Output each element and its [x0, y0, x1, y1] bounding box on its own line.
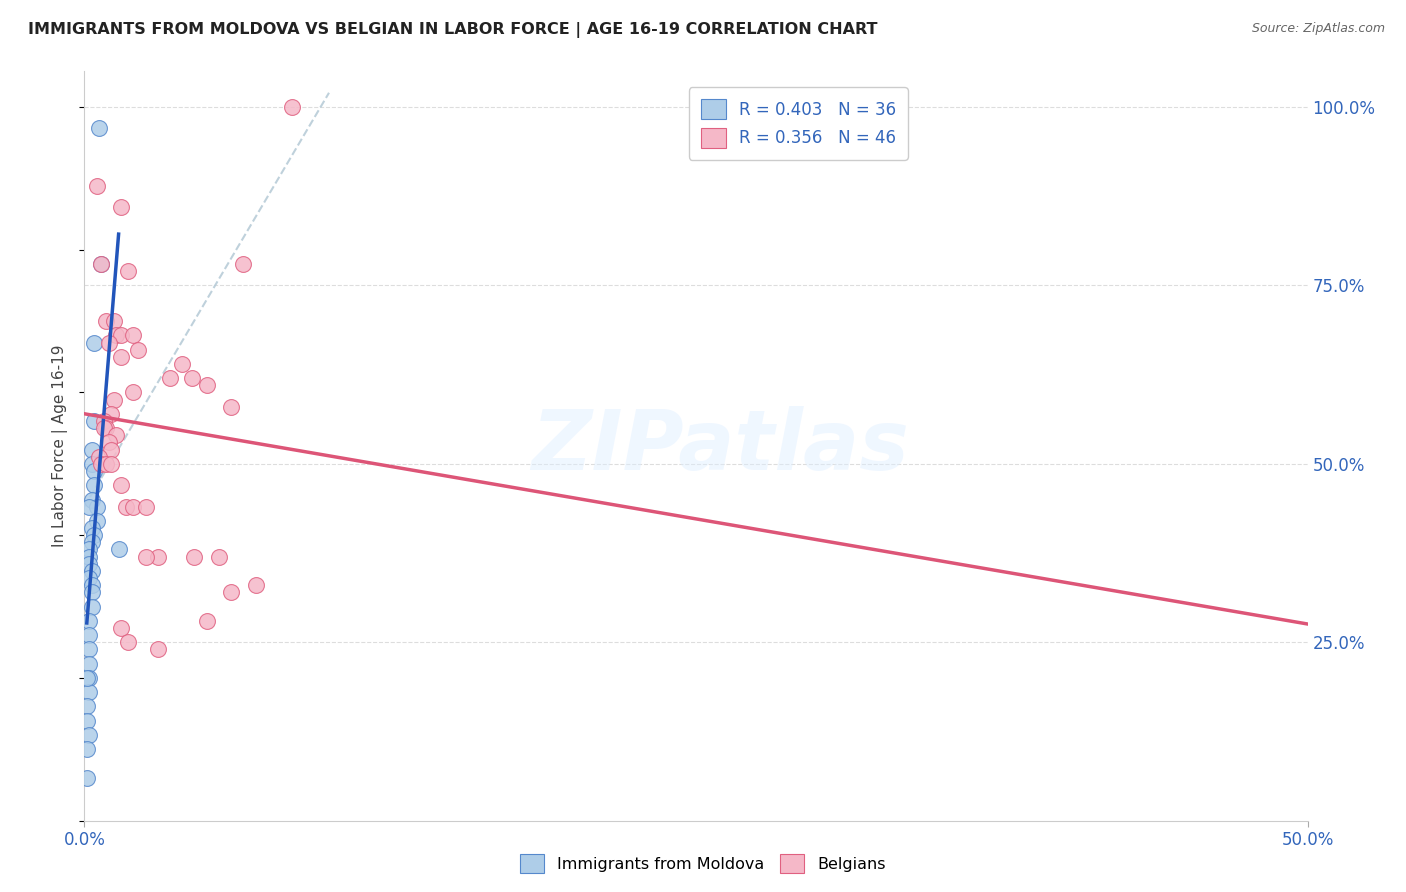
Point [281, 100, 304, 114]
Point [159, 371, 181, 385]
Point [245, 578, 267, 592]
Point [103, 392, 125, 407]
Point [107, 542, 129, 557]
Point [110, 200, 132, 214]
Point [96, 421, 118, 435]
Point [96, 314, 118, 328]
Point [76, 714, 98, 728]
Point [77, 728, 100, 742]
Point [77, 549, 100, 564]
Point [90, 257, 112, 271]
Point [77, 628, 100, 642]
Point [80, 442, 103, 457]
Point [77, 671, 100, 685]
Point [93, 421, 115, 435]
Point [76, 699, 98, 714]
Point [117, 635, 139, 649]
Point [110, 328, 132, 343]
Point [80, 585, 103, 599]
Legend: Immigrants from Moldova, Belgians: Immigrants from Moldova, Belgians [515, 847, 891, 880]
Point [77, 685, 100, 699]
Point [80, 457, 103, 471]
Point [86, 178, 108, 193]
Point [105, 428, 128, 442]
Point [195, 378, 218, 392]
Point [232, 257, 254, 271]
Point [208, 549, 231, 564]
Point [87, 450, 110, 464]
Point [80, 535, 103, 549]
Point [77, 557, 100, 571]
Point [86, 514, 108, 528]
Point [77, 542, 100, 557]
Point [100, 407, 122, 421]
Point [80, 599, 103, 614]
Point [80, 564, 103, 578]
Point [172, 357, 194, 371]
Point [83, 414, 105, 428]
Point [83, 528, 105, 542]
Point [96, 457, 118, 471]
Y-axis label: In Labor Force | Age 16-19: In Labor Force | Age 16-19 [52, 344, 69, 548]
Point [100, 457, 122, 471]
Point [77, 571, 100, 585]
Point [219, 400, 242, 414]
Point [146, 549, 169, 564]
Point [146, 642, 169, 657]
Point [122, 385, 145, 400]
Point [127, 343, 149, 357]
Point [122, 500, 145, 514]
Point [83, 478, 105, 492]
Point [77, 500, 100, 514]
Point [87, 121, 110, 136]
Point [80, 492, 103, 507]
Point [90, 457, 112, 471]
Legend: R = 0.403   N = 36, R = 0.356   N = 46: R = 0.403 N = 36, R = 0.356 N = 46 [689, 87, 908, 160]
Point [97, 335, 120, 350]
Point [93, 414, 115, 428]
Text: IMMIGRANTS FROM MOLDOVA VS BELGIAN IN LABOR FORCE | AGE 16-19 CORRELATION CHART: IMMIGRANTS FROM MOLDOVA VS BELGIAN IN LA… [28, 22, 877, 38]
Point [80, 578, 103, 592]
Point [122, 328, 145, 343]
Point [76, 671, 98, 685]
Point [76, 771, 98, 785]
Point [77, 657, 100, 671]
Point [183, 549, 205, 564]
Text: Source: ZipAtlas.com: Source: ZipAtlas.com [1251, 22, 1385, 36]
Point [135, 500, 157, 514]
Point [77, 614, 100, 628]
Point [100, 442, 122, 457]
Point [83, 464, 105, 478]
Point [117, 264, 139, 278]
Point [83, 335, 105, 350]
Point [115, 500, 138, 514]
Point [90, 257, 112, 271]
Point [105, 328, 128, 343]
Point [103, 314, 125, 328]
Point [76, 742, 98, 756]
Point [110, 478, 132, 492]
Point [195, 614, 218, 628]
Point [181, 371, 204, 385]
Point [80, 521, 103, 535]
Point [77, 642, 100, 657]
Point [86, 500, 108, 514]
Point [135, 549, 157, 564]
Point [110, 621, 132, 635]
Text: ZIPatlas: ZIPatlas [531, 406, 910, 486]
Point [219, 585, 242, 599]
Point [97, 435, 120, 450]
Point [110, 350, 132, 364]
